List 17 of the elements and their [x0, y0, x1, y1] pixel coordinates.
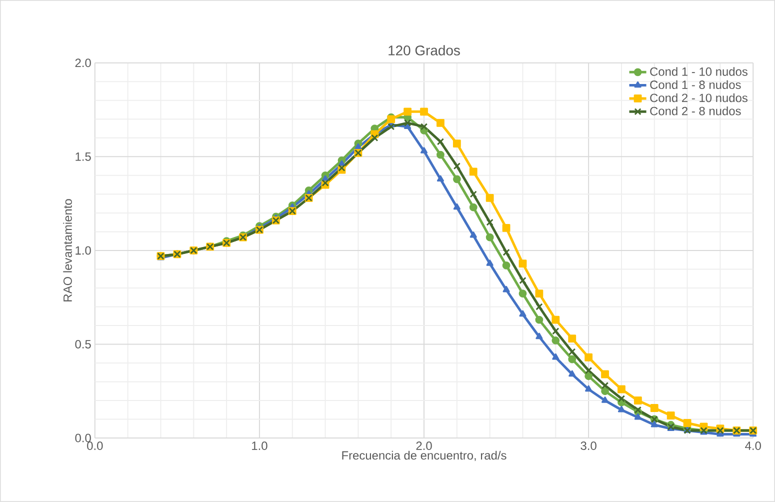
y-tick-label: 1.0 [76, 246, 91, 255]
legend-label: Cond 1 - 8 nudos [650, 80, 741, 90]
y-tick-label: 0.0 [75, 434, 91, 442]
x-tick-label: 3.0 [580, 442, 596, 450]
x-tick-label: 4.0 [745, 442, 761, 450]
y-tick-label: 0.5 [75, 340, 91, 349]
y-axis-title: RAO levantamiento [63, 199, 72, 302]
x-axis-title: Frecuencia de encuentro, rad/s [342, 450, 506, 462]
x-tick-label: 1.0 [252, 442, 268, 450]
chart-title: 120 Grados [388, 45, 460, 56]
legend-label: Cond 2 - 8 nudos [650, 106, 741, 116]
y-tick-label: 1.5 [76, 152, 91, 161]
legend-label: Cond 1 - 10 nudos [650, 67, 748, 76]
legend-label: Cond 2 - 10 nudos [650, 93, 748, 102]
x-tick-label: 2.0 [416, 442, 432, 450]
x-tick-label: 0.0 [87, 442, 103, 450]
y-tick-label: 2.0 [75, 58, 91, 68]
